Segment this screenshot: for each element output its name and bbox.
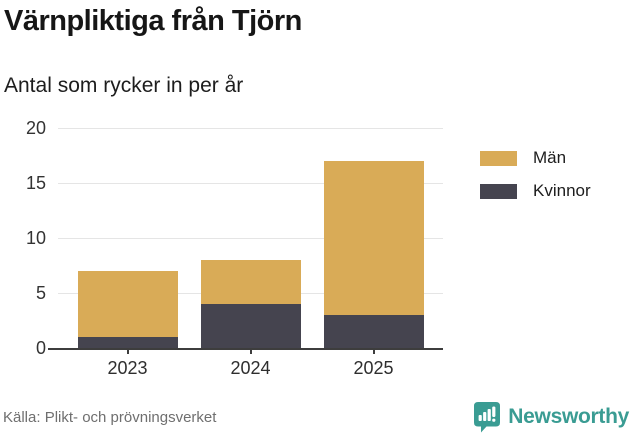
legend-swatch (480, 150, 517, 166)
legend-label: Kvinnor (533, 181, 591, 200)
y-tick-label: 5 (35, 283, 46, 303)
y-tick-label: 0 (35, 338, 46, 358)
bar-segment-2024-Män (200, 260, 301, 304)
chart-title: Värnpliktiga från Tjörn (4, 5, 302, 37)
x-tick-label: 2024 (230, 358, 271, 378)
x-axis-tick-2025 (372, 348, 375, 354)
legend-item-Män: Män (480, 148, 591, 168)
brand-logo: Newsworthy (473, 401, 629, 433)
x-axis-tick-2023 (126, 348, 129, 354)
newsworthy-bubble-barchart-icon (473, 401, 501, 433)
bar-segment-2024-Kvinnor (200, 304, 301, 348)
chart-subtitle: Antal som rycker in per år (4, 74, 244, 97)
y-tick-label: 20 (25, 118, 46, 138)
plot-area (48, 128, 443, 354)
y-axis-zero-tick (48, 348, 58, 350)
brand-name: Newsworthy (508, 405, 629, 428)
y-axis: 0 5 10 15 20 (0, 118, 46, 358)
bar-segment-2025-Män (323, 161, 424, 315)
x-tick-label: 2025 (353, 358, 394, 378)
legend-item-Kvinnor: Kvinnor (480, 181, 591, 201)
gridline-20 (58, 128, 443, 129)
x-tick-label: 2023 (107, 358, 148, 378)
bar-segment-2023-Män (77, 271, 178, 337)
bar-segment-2025-Kvinnor (323, 315, 424, 348)
legend-label: Män (533, 148, 567, 167)
bar-segment-2023-Kvinnor (77, 337, 178, 348)
legend-swatch (480, 183, 517, 199)
gridline-10 (58, 238, 443, 239)
source-note: Källa: Plikt- och prövningsverket (3, 409, 217, 426)
legend: Män Kvinnor (480, 148, 591, 214)
y-tick-label: 15 (25, 173, 46, 193)
y-tick-label: 10 (25, 228, 46, 248)
x-axis-tick-2024 (249, 348, 252, 354)
gridline-15 (58, 183, 443, 184)
